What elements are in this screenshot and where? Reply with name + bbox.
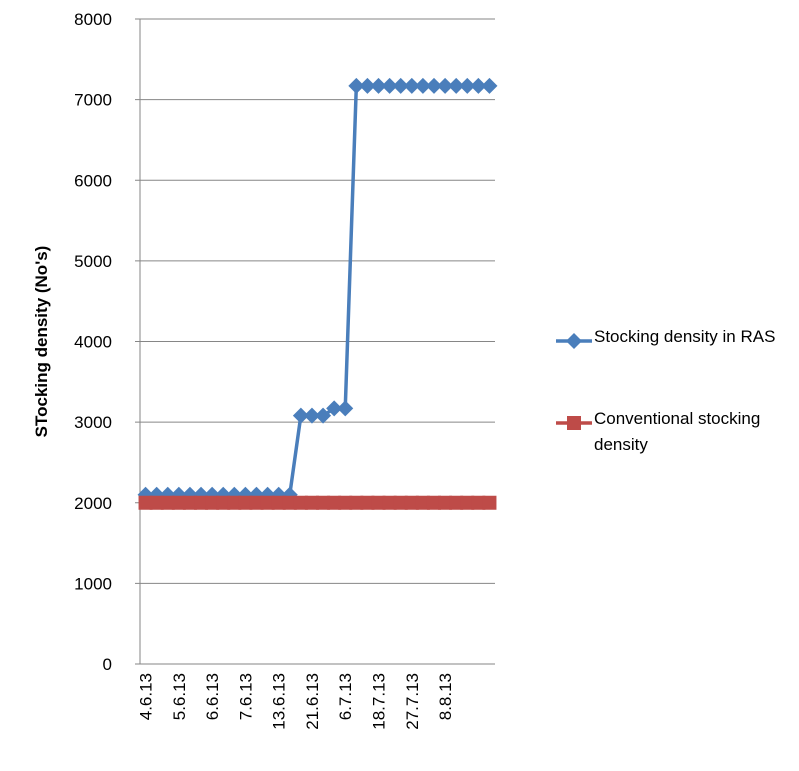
point xyxy=(404,495,419,510)
point xyxy=(337,400,354,417)
point xyxy=(371,495,386,510)
point xyxy=(360,495,375,510)
legend-marker xyxy=(566,333,582,349)
x-tick-label: 7.6.13 xyxy=(236,673,255,720)
point xyxy=(327,495,342,510)
point xyxy=(227,495,242,510)
point xyxy=(194,495,209,510)
point xyxy=(238,495,253,510)
x-tick-label: 13.6.13 xyxy=(270,673,289,730)
point xyxy=(392,77,409,94)
point xyxy=(303,407,320,424)
point xyxy=(415,495,430,510)
point xyxy=(370,77,387,94)
point xyxy=(482,495,497,510)
point xyxy=(316,495,331,510)
point xyxy=(425,77,442,94)
y-tick-label: 7000 xyxy=(74,91,112,110)
y-tick-label: 3000 xyxy=(74,413,112,432)
point xyxy=(448,77,465,94)
point xyxy=(326,400,343,417)
legend-label: Conventional stocking density xyxy=(594,409,761,454)
point xyxy=(338,495,353,510)
series-line xyxy=(145,84,490,497)
y-tick-label: 0 xyxy=(103,655,112,674)
point xyxy=(171,495,186,510)
point xyxy=(216,495,231,510)
x-tick-label: 18.7.13 xyxy=(370,673,389,730)
point xyxy=(437,77,454,94)
point xyxy=(260,495,275,510)
point xyxy=(149,495,164,510)
legend-marker xyxy=(567,416,581,430)
point xyxy=(449,495,464,510)
point xyxy=(459,77,476,94)
point xyxy=(359,77,376,94)
x-tick-label: 6.7.13 xyxy=(336,673,355,720)
point xyxy=(403,77,420,94)
point xyxy=(182,495,197,510)
point xyxy=(414,77,431,94)
point xyxy=(349,495,364,510)
y-tick-label: 8000 xyxy=(74,10,112,29)
y-tick-label: 6000 xyxy=(74,171,112,190)
point xyxy=(471,495,486,510)
point xyxy=(205,495,220,510)
x-tick-label: 8.8.13 xyxy=(436,673,455,720)
point xyxy=(426,495,441,510)
y-axis-title: STocking density (No's) xyxy=(32,246,51,438)
x-tick-label: 27.7.13 xyxy=(403,673,422,730)
point xyxy=(438,495,453,510)
y-tick-label: 2000 xyxy=(74,494,112,513)
x-tick-label: 5.6.13 xyxy=(170,673,189,720)
point xyxy=(393,495,408,510)
y-tick-label: 5000 xyxy=(74,252,112,271)
point xyxy=(381,77,398,94)
legend-label: Stocking density in RAS xyxy=(594,327,776,346)
point xyxy=(249,495,264,510)
point xyxy=(292,407,309,424)
y-tick-label: 1000 xyxy=(74,574,112,593)
point xyxy=(348,77,365,94)
point xyxy=(160,495,175,510)
y-tick-label: 4000 xyxy=(74,333,112,352)
point xyxy=(271,495,286,510)
point xyxy=(460,495,475,510)
point xyxy=(293,495,308,510)
point xyxy=(304,495,319,510)
x-tick-label: 21.6.13 xyxy=(303,673,322,730)
x-tick-label: 6.6.13 xyxy=(203,673,222,720)
point xyxy=(470,77,487,94)
x-tick-label: 4.6.13 xyxy=(137,673,156,720)
point xyxy=(481,77,498,94)
point xyxy=(138,495,153,510)
point xyxy=(315,407,332,424)
point xyxy=(282,495,297,510)
point xyxy=(382,495,397,510)
